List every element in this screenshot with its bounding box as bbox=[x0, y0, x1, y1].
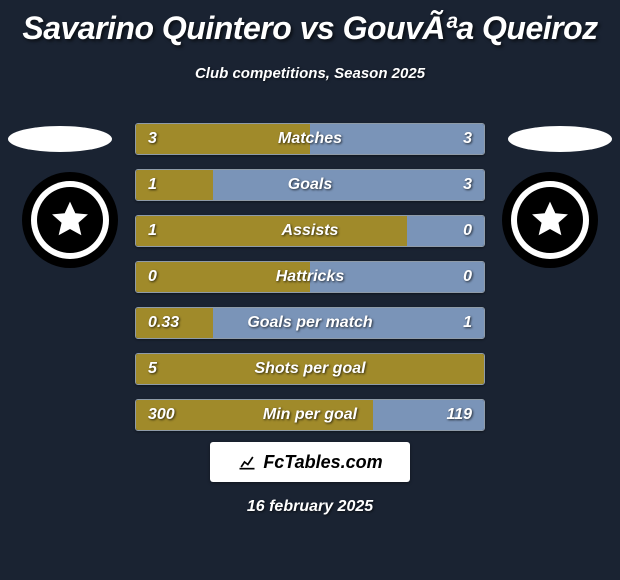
player-disc-right bbox=[508, 126, 612, 152]
comparison-title: Savarino Quintero vs GouvÃªa Queiroz bbox=[0, 0, 620, 47]
stat-row: 00Hattricks bbox=[135, 261, 485, 293]
stat-name: Shots per goal bbox=[136, 354, 484, 384]
club-badge-left bbox=[22, 172, 118, 268]
stat-name: Goals bbox=[136, 170, 484, 200]
stat-row: 300119Min per goal bbox=[135, 399, 485, 431]
comparison-subtitle: Club competitions, Season 2025 bbox=[0, 65, 620, 82]
stat-name: Goals per match bbox=[136, 308, 484, 338]
stat-row: 10Assists bbox=[135, 215, 485, 247]
stats-panel: 33Matches 13Goals 10Assists 00Hattricks 0.33… bbox=[135, 123, 485, 445]
comparison-date: 16 february 2025 bbox=[0, 498, 620, 516]
stat-row: 33Matches bbox=[135, 123, 485, 155]
footer-brand-text: FcTables.com bbox=[263, 452, 382, 473]
player-disc-left bbox=[8, 126, 112, 152]
footer-brand-box: FcTables.com bbox=[210, 442, 410, 482]
stat-row: 13Goals bbox=[135, 169, 485, 201]
chart-icon bbox=[237, 452, 257, 472]
stat-name: Matches bbox=[136, 124, 484, 154]
club-badge-right bbox=[502, 172, 598, 268]
star-icon bbox=[528, 198, 572, 242]
stat-row: 0.331Goals per match bbox=[135, 307, 485, 339]
stat-name: Assists bbox=[136, 216, 484, 246]
stat-row: 5Shots per goal bbox=[135, 353, 485, 385]
star-icon bbox=[48, 198, 92, 242]
stat-name: Hattricks bbox=[136, 262, 484, 292]
stat-name: Min per goal bbox=[136, 400, 484, 430]
